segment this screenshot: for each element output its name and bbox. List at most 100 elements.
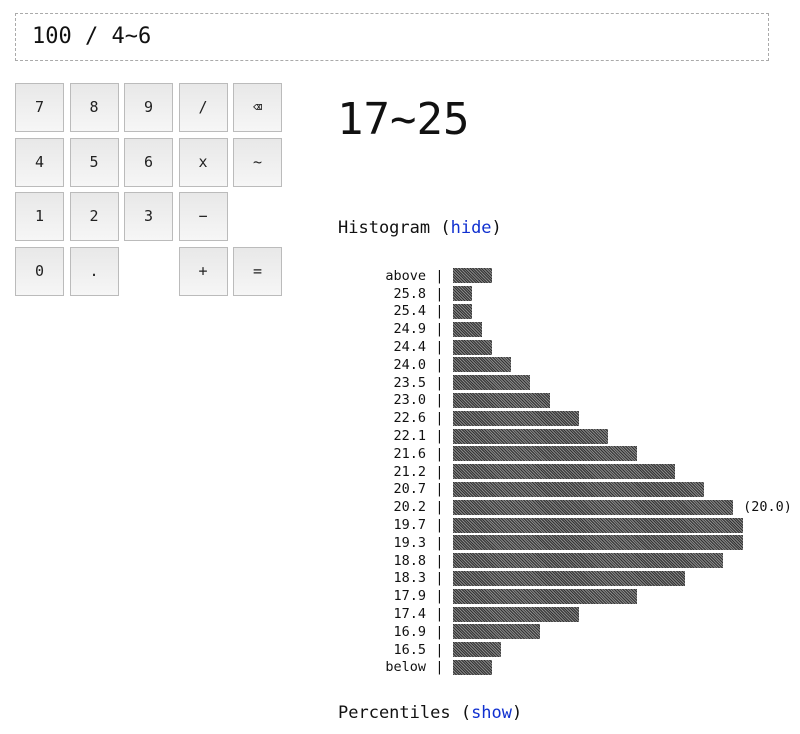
percentiles-toggle-link[interactable]: show — [471, 703, 513, 723]
histogram-row: 20.7 | — [372, 481, 792, 499]
histogram-bar — [453, 642, 502, 658]
histogram-row: 23.0 | — [372, 392, 792, 410]
histogram-separator: | — [435, 410, 444, 427]
histogram-separator: | — [435, 534, 444, 551]
result-display: 17~25 — [337, 94, 470, 145]
histogram-bar — [453, 553, 724, 569]
histogram-bin-label: 17.4 — [393, 606, 426, 623]
histogram-row: 21.6 | — [372, 445, 792, 463]
histogram-bar — [453, 624, 540, 640]
histogram-bin-label: 19.3 — [393, 534, 426, 551]
expression-input[interactable]: 100 / 4~6 — [15, 13, 769, 61]
key-button[interactable]: 6 — [124, 137, 173, 187]
key-button[interactable]: ~ — [233, 137, 282, 187]
histogram-bar — [453, 268, 492, 284]
histogram-separator: | — [435, 481, 444, 498]
key-button[interactable]: 0 — [15, 246, 64, 296]
histogram-bar — [453, 535, 743, 551]
histogram-bar — [453, 392, 550, 408]
key-button[interactable]: = — [233, 246, 282, 296]
histogram-separator: | — [435, 588, 444, 605]
percentiles-paren: ) — [512, 703, 523, 723]
histogram-row: 18.3 | — [372, 570, 792, 588]
backspace-button[interactable]: ⌫ — [233, 83, 282, 132]
key-button[interactable]: / — [178, 83, 228, 132]
histogram-separator: | — [435, 499, 444, 516]
key-button[interactable]: 7 — [15, 83, 64, 132]
key-button[interactable]: 5 — [69, 137, 119, 187]
histogram-separator: | — [435, 623, 444, 640]
histogram-separator: | — [435, 374, 444, 391]
histogram-bin-label: 20.7 — [393, 481, 426, 498]
histogram-separator: | — [435, 303, 444, 320]
histogram-row: 23.5 | — [372, 374, 792, 392]
key-button[interactable]: 3 — [124, 192, 173, 241]
histogram-bin-label: 23.0 — [393, 392, 426, 409]
key-button[interactable]: 4 — [15, 137, 64, 187]
histogram: above | 25.8 | 25.4 | 24.9 | 24.4 | 24.0 | 23.5 | 23.0… — [372, 267, 792, 676]
histogram-row: 17.9 | — [372, 587, 792, 605]
histogram-separator: | — [435, 339, 444, 356]
key-button[interactable]: x — [178, 137, 228, 187]
histogram-separator: | — [435, 445, 444, 462]
histogram-row: below | — [372, 659, 792, 677]
histogram-title: Histogram ( — [338, 218, 451, 238]
histogram-separator: | — [435, 392, 444, 409]
key-button[interactable]: + — [178, 246, 228, 296]
histogram-separator: | — [435, 641, 444, 658]
histogram-median-note: (20.0) — [743, 499, 792, 516]
histogram-row: 22.6 | — [372, 409, 792, 427]
histogram-bar — [453, 303, 473, 319]
histogram-toggle-link[interactable]: hide — [450, 218, 492, 238]
percentiles-header: Percentiles (show) — [338, 703, 522, 723]
histogram-separator: | — [435, 552, 444, 569]
histogram-row: 25.4 | — [372, 303, 792, 321]
histogram-separator: | — [435, 285, 444, 302]
histogram-row: 20.2 | (20.0) — [372, 498, 792, 516]
histogram-bin-label: 20.2 — [393, 499, 426, 516]
histogram-bar — [453, 428, 608, 444]
histogram-header: Histogram (hide) — [338, 218, 502, 238]
histogram-row: 24.9 | — [372, 320, 792, 338]
histogram-separator: | — [435, 463, 444, 480]
histogram-separator: | — [435, 321, 444, 338]
histogram-row: 25.8 | — [372, 285, 792, 303]
histogram-row: 16.9 | — [372, 623, 792, 641]
histogram-separator: | — [435, 428, 444, 445]
key-button[interactable]: . — [69, 246, 119, 296]
key-button[interactable]: 8 — [69, 83, 119, 132]
histogram-bin-label: 16.5 — [393, 641, 426, 658]
histogram-separator: | — [435, 570, 444, 587]
percentiles-title: Percentiles ( — [338, 703, 472, 723]
key-button[interactable]: 9 — [124, 83, 173, 132]
histogram-bar — [453, 588, 637, 604]
key-button[interactable]: 1 — [15, 192, 64, 241]
histogram-bar — [453, 321, 482, 337]
histogram-bin-label: 19.7 — [393, 517, 426, 534]
histogram-bin-label: 25.4 — [393, 303, 426, 320]
histogram-row: 24.4 | — [372, 338, 792, 356]
histogram-row: 19.7 | — [372, 516, 792, 534]
histogram-bar — [453, 357, 511, 373]
histogram-bar — [453, 446, 637, 462]
histogram-bar — [453, 606, 579, 622]
histogram-bin-label: 18.8 — [393, 552, 426, 569]
key-button[interactable]: 2 — [69, 192, 119, 241]
histogram-row: 18.8 | — [372, 552, 792, 570]
histogram-bin-label: 22.6 — [393, 410, 426, 427]
histogram-bin-label: 24.4 — [393, 339, 426, 356]
histogram-separator: | — [435, 356, 444, 373]
histogram-bar — [453, 410, 579, 426]
key-button[interactable]: − — [178, 192, 228, 241]
histogram-row: 16.5 | — [372, 641, 792, 659]
histogram-bar — [453, 659, 492, 675]
histogram-bin-label: below — [385, 659, 426, 676]
histogram-row: above | — [372, 267, 792, 285]
histogram-separator: | — [435, 517, 444, 534]
histogram-bar — [453, 339, 492, 355]
histogram-row: 17.4 | — [372, 605, 792, 623]
histogram-bar — [453, 286, 473, 302]
histogram-row: 21.2 | — [372, 463, 792, 481]
histogram-separator: | — [435, 606, 444, 623]
histogram-bin-label: 18.3 — [393, 570, 426, 587]
